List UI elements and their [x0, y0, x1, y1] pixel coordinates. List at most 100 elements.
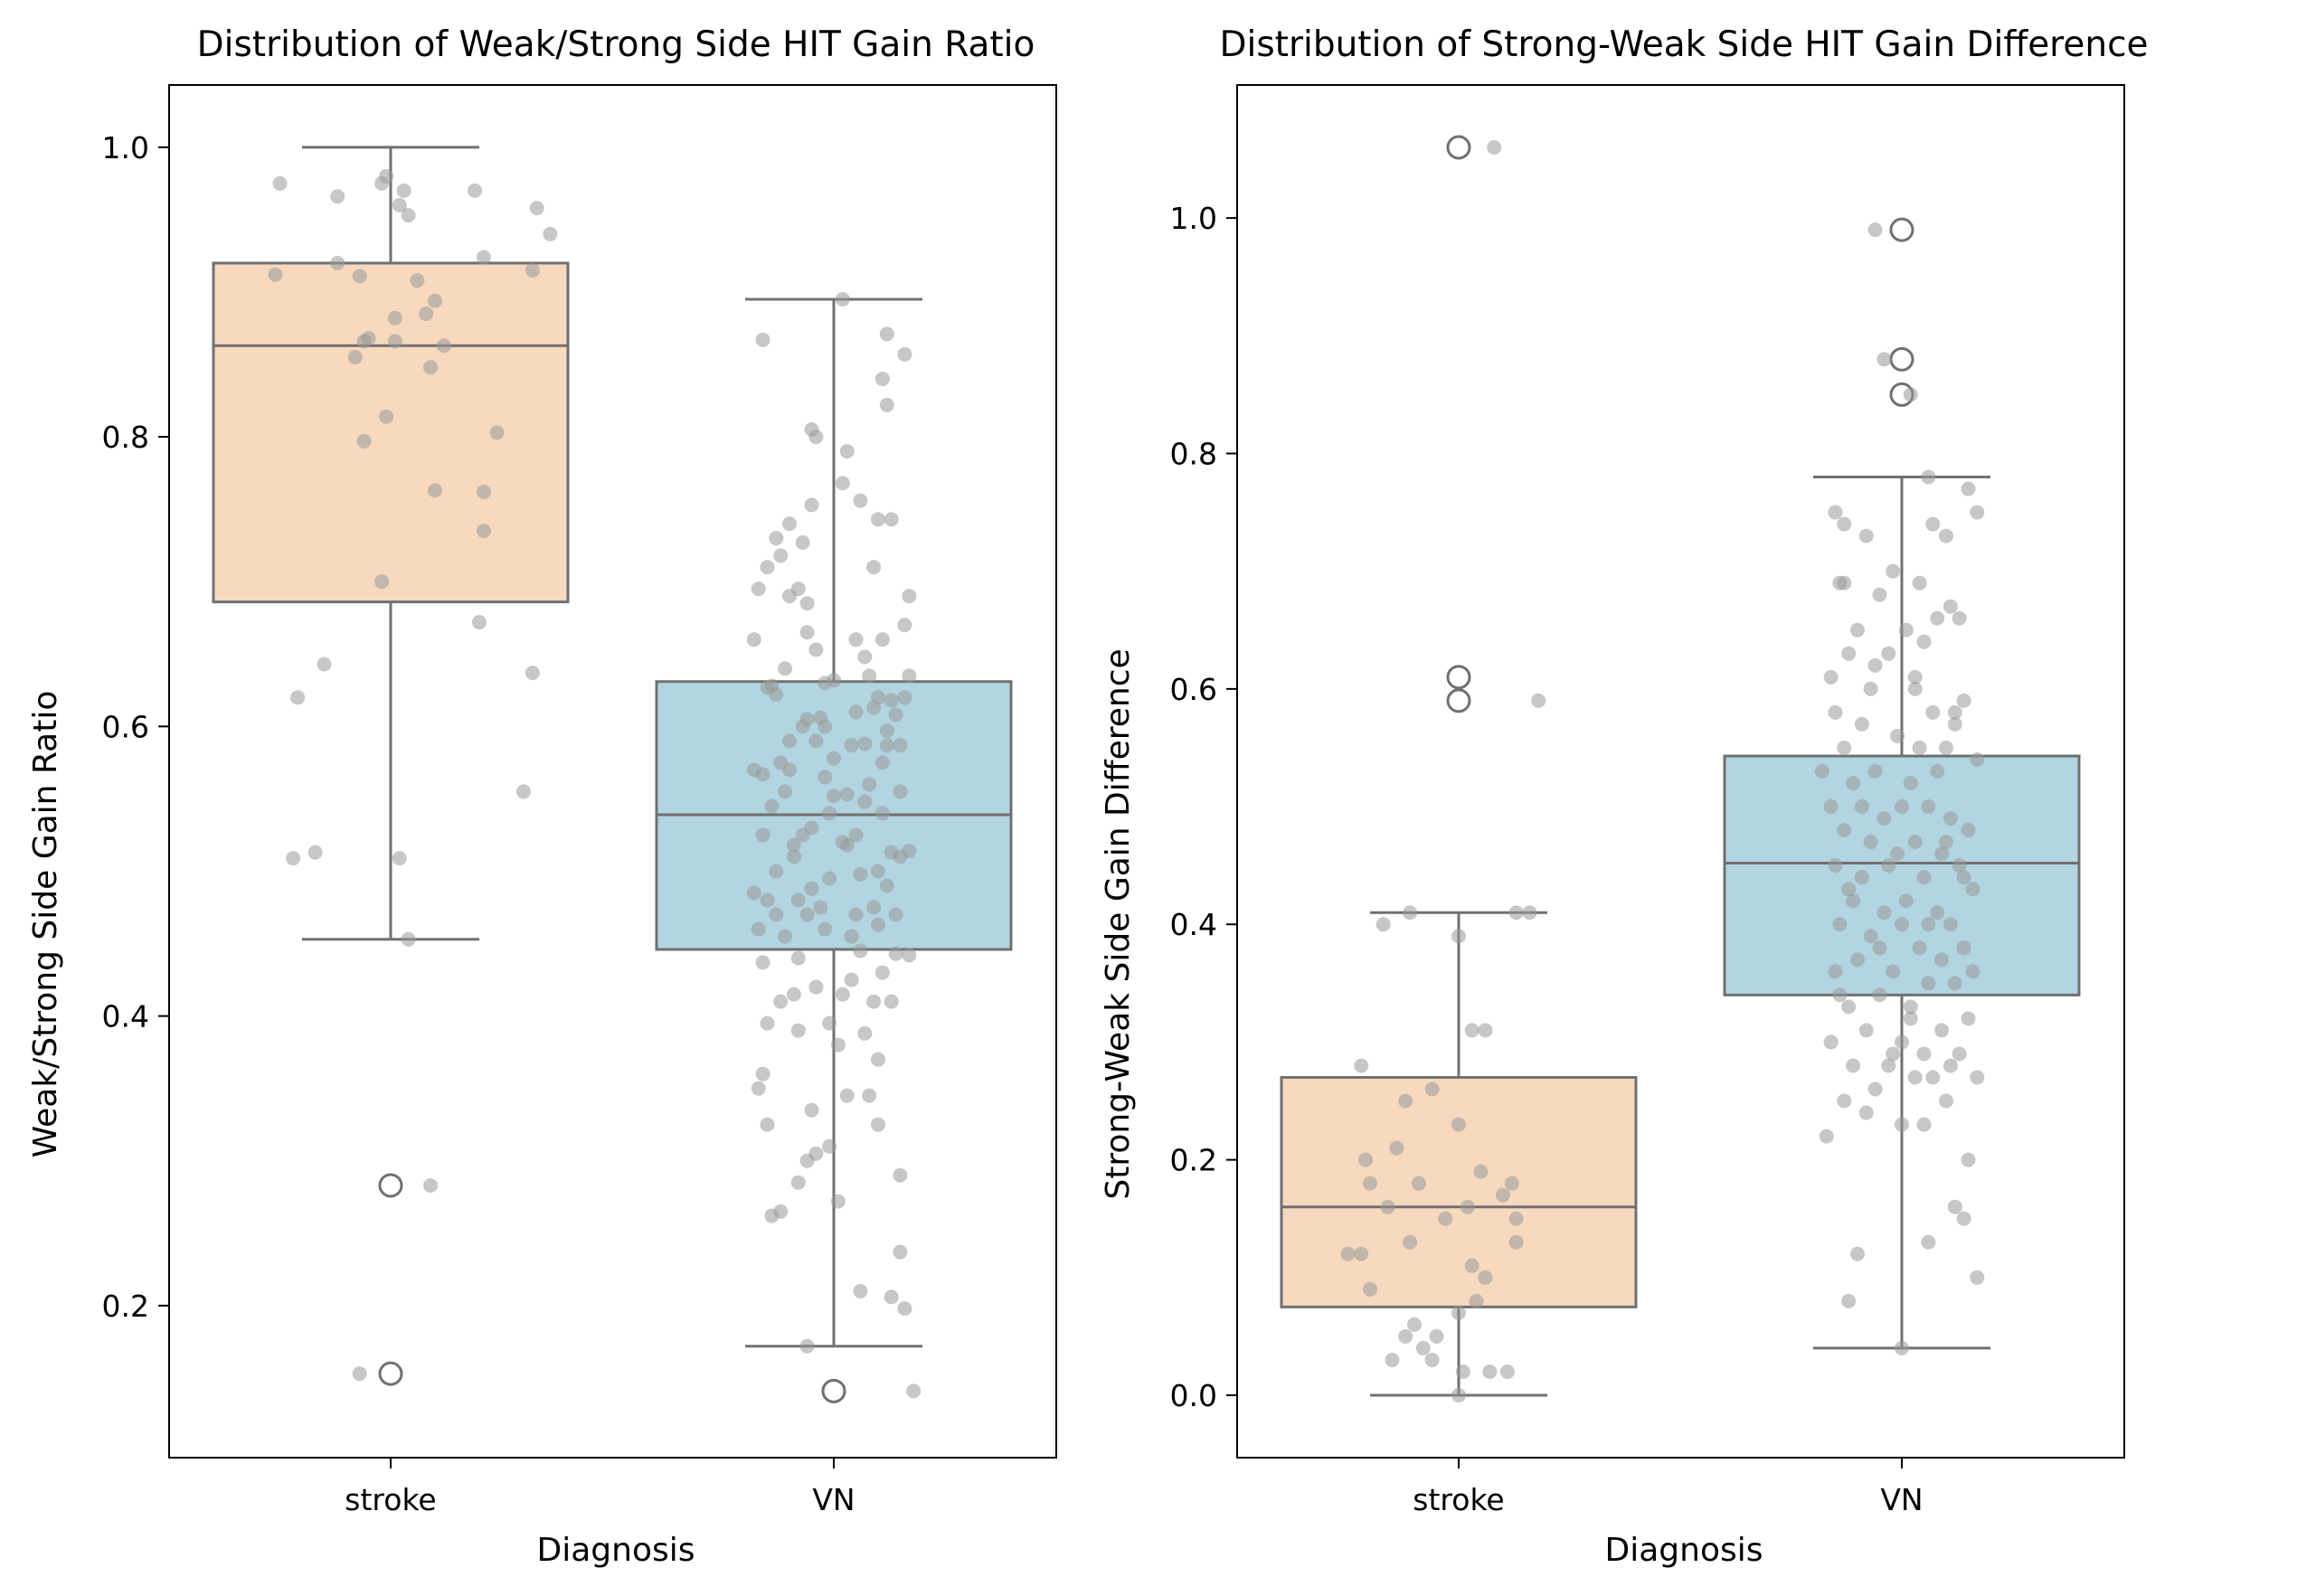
difference-vn-data-point: [1912, 940, 1927, 956]
difference-stroke-data-point: [1429, 1328, 1444, 1344]
difference-vn-data-point: [1952, 858, 1967, 874]
difference-vn-data-point: [1947, 976, 1962, 991]
ratio-vn-data-point: [778, 784, 793, 799]
difference-vn-data-point: [1837, 823, 1852, 838]
ratio-vn-data-point: [874, 632, 890, 647]
difference-vn-data-point: [1925, 1070, 1941, 1085]
ratio-stroke-data-point: [352, 269, 367, 284]
ratio-vn-data-point: [888, 907, 903, 922]
ratio-vn-data-point: [786, 849, 801, 864]
difference-stroke-data-point: [1363, 1281, 1377, 1297]
ratio-vn-data-point: [853, 866, 868, 882]
ratio-vn-data-point: [818, 675, 833, 691]
difference-stroke-box: [1280, 1075, 1638, 1308]
ratio-stroke-data-point: [317, 656, 332, 672]
ratio-vn-data-point: [818, 921, 833, 937]
ratio-vn-data-point: [862, 777, 877, 792]
ratio-vn-data-point: [755, 955, 770, 970]
difference-vn-data-point: [1970, 1070, 1985, 1085]
ratio-vn-data-point: [751, 921, 766, 937]
ratio-vn-data-point: [902, 668, 917, 684]
difference-vn-data-point: [1854, 799, 1869, 815]
difference-vn-data-point: [1925, 704, 1941, 720]
difference-y-tick-label: 0.2: [1170, 1143, 1217, 1178]
ratio-vn-data-point: [760, 892, 775, 908]
difference-stroke-data-point: [1496, 1187, 1510, 1203]
ratio-stroke-data-point: [379, 409, 394, 424]
difference-vn-data-point: [1837, 1093, 1852, 1109]
difference-stroke-data-point: [1340, 1246, 1356, 1261]
difference-stroke-outlier: [1446, 688, 1471, 713]
difference-stroke-data-point: [1464, 1258, 1479, 1273]
difference-axes-frame: [1236, 84, 2125, 1459]
ratio-vn-data-point: [884, 1289, 899, 1305]
ratio-vn-data-point: [804, 881, 819, 896]
ratio-vn-data-point: [764, 798, 780, 814]
difference-vn-data-point: [1916, 1117, 1932, 1132]
ratio-stroke-data-point: [352, 1366, 367, 1382]
ratio-stroke-data-point: [428, 483, 442, 498]
difference-stroke-data-point: [1487, 140, 1502, 155]
ratio-vn-data-point: [884, 994, 899, 1009]
ratio-stroke-data-point: [525, 262, 540, 278]
ratio-x-tick-label-stroke: stroke: [345, 1482, 436, 1517]
ratio-vn-data-point: [879, 397, 894, 412]
difference-y-tick-label: 0.8: [1170, 436, 1217, 471]
ratio-stroke-data-point: [387, 310, 402, 326]
ratio-vn-data-point: [830, 1037, 846, 1053]
difference-vn-data-point: [1921, 799, 1936, 815]
difference-vn-data-point: [1961, 1011, 1976, 1026]
ratio-vn-data-point: [746, 885, 761, 901]
ratio-vn-data-point: [857, 649, 873, 665]
difference-stroke-outlier: [1446, 135, 1471, 160]
difference-vn-data-point: [1837, 516, 1852, 532]
ratio-stroke-outlier: [378, 1361, 403, 1386]
ratio-vn-data-point: [822, 1015, 837, 1031]
difference-stroke-data-point: [1455, 1364, 1470, 1379]
ratio-stroke-data-point: [423, 1177, 439, 1193]
ratio-boxplot-panel: Distribution of Weak/Strong Side HIT Gai…: [27, 24, 1057, 1569]
difference-y-tick-label: 0.6: [1170, 672, 1217, 707]
ratio-vn-data-point: [778, 929, 793, 944]
difference-stroke-data-point: [1407, 1317, 1422, 1332]
difference-vn-data-point: [1956, 870, 1971, 885]
difference-vn-data-point: [1886, 1046, 1901, 1062]
ratio-vn-data-point: [844, 972, 859, 987]
ratio-vn-data-point: [871, 1117, 885, 1132]
difference-vn-data-point: [1854, 716, 1869, 732]
ratio-stroke-data-point: [272, 175, 288, 191]
ratio-stroke-data-point: [419, 307, 434, 321]
ratio-vn-data-point: [862, 668, 877, 684]
difference-vn-data-point: [1907, 835, 1923, 850]
ratio-vn-data-point: [853, 493, 868, 508]
ratio-vn-data-point: [839, 787, 855, 802]
difference-vn-data-point: [1858, 1105, 1874, 1120]
ratio-stroke-data-point: [472, 615, 487, 630]
ratio-stroke-data-point: [401, 208, 416, 223]
ratio-vn-data-point: [893, 849, 908, 864]
ratio-vn-data-point: [874, 806, 890, 821]
ratio-vn-data-point: [786, 837, 801, 853]
difference-vn-data-point: [1886, 563, 1901, 579]
ratio-vn-data-point: [906, 1384, 922, 1399]
difference-vn-data-point: [1895, 1340, 1909, 1355]
difference-vn-data-point: [1863, 929, 1878, 944]
ratio-vn-data-point: [844, 929, 859, 944]
difference-vn-data-point: [1841, 999, 1857, 1015]
ratio-vn-data-point: [799, 596, 815, 611]
difference-vn-data-point: [1881, 646, 1896, 661]
ratio-vn-data-point: [795, 827, 810, 843]
difference-vn-data-point: [1930, 905, 1945, 921]
ratio-vn-data-point: [799, 1153, 815, 1168]
difference-stroke-data-point: [1354, 1246, 1369, 1261]
ratio-vn-data-point: [751, 1081, 766, 1096]
difference-stroke-data-point: [1508, 905, 1524, 921]
ratio-stroke-data-point: [525, 666, 540, 681]
ratio-vn-data-point: [884, 693, 899, 708]
ratio-vn-data-point: [874, 372, 890, 387]
difference-stroke-data-point: [1380, 1199, 1395, 1214]
ratio-vn-data-point: [786, 987, 801, 1002]
difference-stroke-data-point: [1478, 1270, 1493, 1285]
difference-stroke-data-point: [1424, 1081, 1440, 1097]
difference-stroke-data-point: [1473, 1164, 1489, 1179]
